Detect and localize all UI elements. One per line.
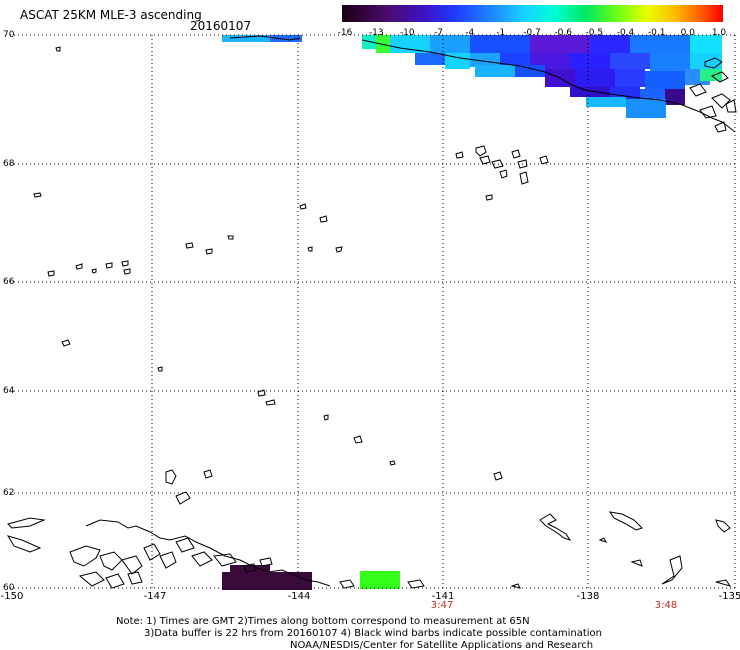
graticule: [10, 35, 735, 588]
colorbar-tick-label: -0.1: [648, 28, 666, 38]
longitude-label: -135: [719, 591, 740, 602]
latitude-label: 60: [3, 583, 15, 593]
figure-title: ASCAT 25KM MLE-3 ascending: [20, 8, 202, 22]
data-swath: [222, 35, 722, 590]
colorbar-tick-label: -4: [465, 28, 474, 38]
colorbar-tick-label: -7: [434, 28, 443, 38]
longitude-label: -150: [1, 591, 24, 602]
coastline: [6, 35, 737, 589]
colorbar-tick-label: 0.0: [681, 28, 696, 38]
latitude-label: 68: [3, 159, 15, 169]
colorbar-tick-label: -13: [369, 28, 384, 38]
map-frame: [10, 34, 736, 589]
colorbar-tick-label: -0.7: [523, 28, 541, 38]
longitude-label: -144: [288, 591, 311, 602]
colorbar: -16 -13 -10 -7 -4 -1 -0.7 -0.6 -0.5 -0.4 -0.1 0.0 1.…: [338, 5, 727, 38]
colorbar-tick-label: -0.5: [586, 28, 604, 38]
longitude-label: -141: [432, 591, 455, 602]
colorbar-tick-label: -10: [400, 28, 415, 38]
colorbar-tick-label: 1.0: [712, 28, 727, 38]
latitude-label: 62: [3, 488, 14, 498]
latitude-label: 64: [3, 386, 15, 396]
note-line-3: NOAA/NESDIS/Center for Satellite Applica…: [290, 640, 593, 650]
longitude-labels: -150 -147 -144 -141 -138 -135: [1, 591, 740, 602]
time-label-second: 3:48: [655, 600, 677, 611]
longitude-label: -147: [144, 591, 167, 602]
colorbar-tick-label: -1: [496, 28, 505, 38]
latitude-label: 66: [3, 277, 15, 287]
latitude-label: 70: [3, 30, 15, 40]
time-label-first: 3:47: [431, 600, 453, 611]
latitude-labels: 70 68 66 64 62 60: [3, 30, 15, 593]
colorbar-tick-label: -0.4: [617, 28, 635, 38]
figure-date: 20160107: [190, 19, 251, 33]
colorbar-tick-label: -0.6: [554, 28, 572, 38]
note-line-1: Note: 1) Times are GMT 2)Times along bot…: [116, 616, 530, 627]
note-line-2: 3)Data buffer is 22 hrs from 20160107 4)…: [144, 628, 602, 639]
colorbar-tick-label: -16: [338, 28, 353, 38]
colorbar-gradient: [342, 5, 723, 22]
longitude-label: -138: [577, 591, 600, 602]
